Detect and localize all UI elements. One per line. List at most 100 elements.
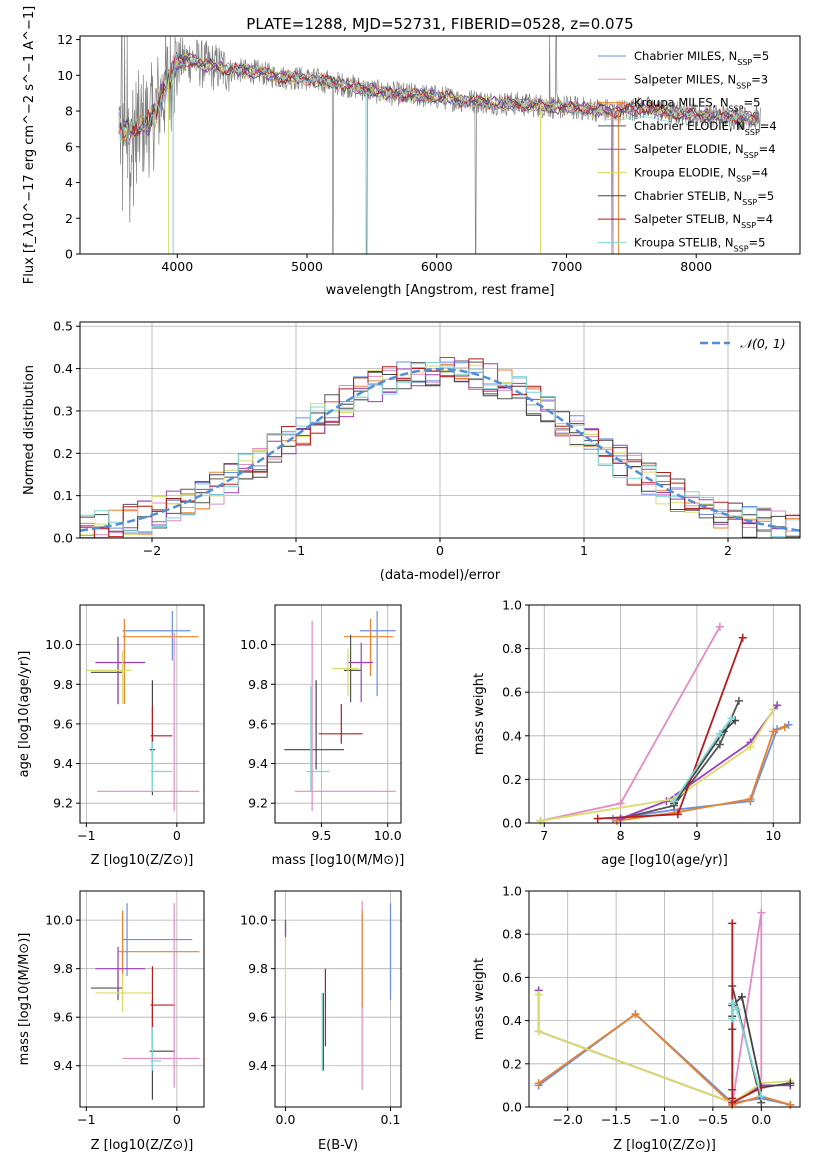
model-spectrum-kroupa-stelib [118, 53, 758, 143]
x-tick-label: 0.0 [751, 1112, 771, 1127]
chart-age-vs-z: −1 0 9.2 9.4 9.6 9.8 10.0 Z [log10(Z/Z⊙)] age [l… [17, 604, 205, 868]
weight-marker-kroupa-elodie [534, 990, 543, 999]
x-tick-label: 8 [617, 828, 625, 843]
y-axis-label: age [log10(age/yr)] [17, 651, 32, 778]
axes-frame [79, 604, 205, 824]
y-tick-label: 9.6 [53, 1010, 73, 1025]
y-tick-label: 9.8 [53, 961, 73, 976]
y-tick-label: 10.0 [45, 637, 73, 652]
weight-marker-kroupa-stelib [670, 797, 679, 806]
x-tick-label: 9.5 [311, 828, 331, 843]
weight-marker-kroupa-miles [534, 1079, 543, 1088]
x-axis-label: (data-model)/error [380, 568, 501, 583]
x-tick-label: −1 [287, 543, 305, 558]
y-axis-label: mass weight [472, 673, 487, 755]
legend-entry-salpeter-elodie: Salpeter ELODIE, NSSP=4 [634, 142, 776, 160]
y-tick-label: 2 [65, 211, 73, 226]
y-tick-label: 0.2 [502, 772, 522, 787]
y-tick-label: 0.1 [53, 488, 73, 503]
weight-marker-salpeter-miles [757, 908, 766, 917]
y-tick-label: 8 [65, 104, 73, 119]
y-tick-label: 0.0 [502, 1100, 522, 1115]
weight-marker-kroupa-stelib [715, 729, 724, 738]
weight-marker-kroupa-elodie [746, 742, 755, 751]
x-axis-label: age [log10(age/yr)] [601, 853, 728, 868]
y-tick-label: 0.8 [502, 927, 522, 942]
weight-marker-kroupa-stelib [728, 999, 737, 1008]
y-tick-label: 10 [57, 68, 73, 83]
figure-title: PLATE=1288, MJD=52731, FIBERID=0528, z=0… [246, 15, 633, 33]
y-axis-label: mass [log10(M/M⊙)] [17, 933, 32, 1066]
y-tick-label: 12 [57, 32, 73, 47]
y-tick-label: 10.0 [240, 637, 268, 652]
y-tick-label: 0.8 [502, 641, 522, 656]
x-tick-label: 9 [693, 828, 701, 843]
weight-marker-kroupa-elodie [769, 705, 778, 714]
y-tick-label: 6 [65, 139, 73, 154]
x-tick-label: 0 [173, 828, 181, 843]
x-tick-label: 2 [724, 543, 732, 558]
x-tick-label: 10.0 [374, 828, 402, 843]
y-tick-label: 0.0 [53, 531, 73, 546]
x-tick-label: −2 [143, 543, 161, 558]
x-tick-label: 8000 [680, 259, 712, 274]
legend-entry-gaussian: 𝒩(0, 1) [740, 336, 786, 351]
weight-line-kroupa-stelib [731, 1000, 763, 1097]
weight-marker-salpeter-miles [616, 799, 625, 808]
chart-mass-weight-vs-age: 7 8 9 10 0.0 0.2 0.4 0.6 0.8 1.0 age [log10(age/yr… [472, 598, 801, 868]
x-tick-label: −1.0 [649, 1112, 679, 1127]
weight-marker-kroupa-miles [631, 1010, 640, 1019]
x-tick-label: 5000 [291, 259, 323, 274]
x-tick-label: −0.5 [698, 1112, 728, 1127]
weight-line-kroupa-elodie [540, 709, 775, 822]
weight-marker-salpeter-miles [715, 622, 724, 631]
legend-entry-salpeter-stelib: Salpeter STELIB, NSSP=4 [634, 212, 773, 230]
y-tick-label: 9.8 [248, 961, 268, 976]
y-tick-label: 0.2 [53, 446, 73, 461]
x-tick-label: −1 [77, 1112, 95, 1127]
x-tick-label: 0 [436, 543, 444, 558]
weight-marker-chabrier-stelib [786, 1079, 795, 1088]
weight-marker-kroupa-miles [746, 795, 755, 804]
x-axis-label: Z [log10(Z/Z⊙)] [91, 853, 194, 868]
chart-mass-vs-ebv: 0.0 0.1 9.4 9.6 9.8 10.0 E(B-V) [240, 890, 402, 1153]
legend-entry-chabrier-miles: Chabrier MILES, NSSP=5 [634, 49, 769, 67]
model-spectrum-salpeter-stelib [118, 55, 758, 144]
y-tick-label: 0.0 [502, 816, 522, 831]
x-tick-label: 6000 [421, 259, 453, 274]
y-axis-label: Normed distribution [22, 365, 37, 495]
axes-frame [274, 604, 402, 824]
weight-marker-salpeter-stelib [738, 633, 747, 642]
axes-frame [528, 604, 801, 824]
y-tick-label: 0.4 [53, 361, 73, 376]
y-tick-label: 9.6 [248, 716, 268, 731]
y-tick-label: 0.4 [502, 728, 522, 743]
weight-marker-salpeter-stelib [728, 919, 737, 928]
y-tick-label: 0 [65, 247, 73, 262]
axes-frame [79, 890, 205, 1108]
axes-frame [79, 35, 801, 255]
x-axis-label: wavelength [Angstrom, rest frame] [326, 283, 555, 298]
y-tick-label: 0.4 [502, 1013, 522, 1028]
y-tick-label: 10.0 [45, 913, 73, 928]
y-tick-label: 0.6 [502, 685, 522, 700]
x-tick-label: 1 [580, 543, 588, 558]
y-tick-label: 9.4 [248, 756, 268, 771]
axes-frame [274, 890, 402, 1108]
gaussian-curve [80, 367, 800, 532]
x-tick-label: −2.0 [553, 1112, 583, 1127]
weight-marker-kroupa-stelib [733, 1005, 742, 1014]
y-tick-label: 0.5 [53, 319, 73, 334]
weight-marker-chabrier-stelib [737, 992, 746, 1001]
weight-marker-kroupa-miles [780, 723, 789, 732]
weight-marker-salpeter-elodie [616, 814, 625, 823]
x-tick-label: 7 [540, 828, 548, 843]
legend-entry-kroupa-stelib: Kroupa STELIB, NSSP=5 [634, 235, 765, 253]
weight-marker-chabrier-elodie [715, 740, 724, 749]
x-axis-label: mass [log10(M/M⊙)] [272, 853, 405, 868]
weight-marker-chabrier-elodie [734, 696, 743, 705]
y-tick-label: 4 [65, 175, 73, 190]
x-tick-label: −1.5 [601, 1112, 631, 1127]
x-tick-label: −1 [77, 828, 95, 843]
